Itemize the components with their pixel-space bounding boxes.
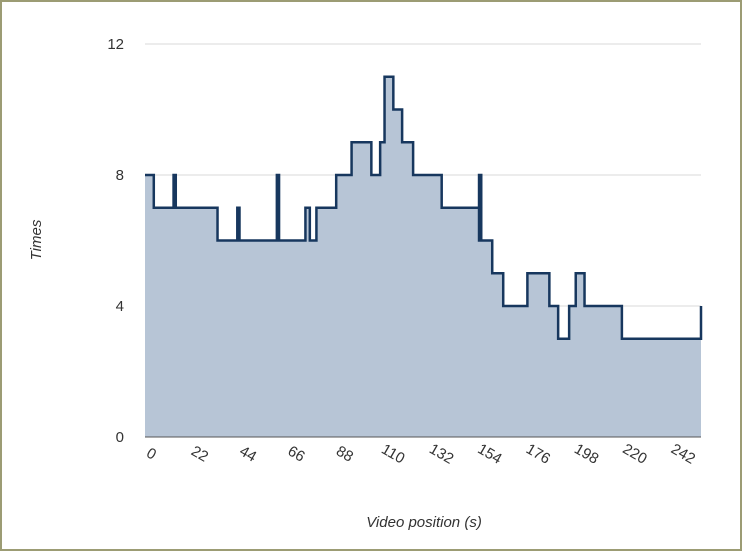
y-axis-ticks: 0 4 8 12 bbox=[107, 36, 124, 446]
x-tick-label: 0 bbox=[143, 445, 159, 464]
x-axis-ticks: 0 22 44 66 88 110 132 154 176 198 220 242 bbox=[143, 440, 698, 467]
x-tick-label: 132 bbox=[426, 440, 456, 467]
series-area bbox=[145, 77, 701, 437]
x-axis-title: Video position (s) bbox=[366, 514, 482, 531]
x-tick-label: 22 bbox=[188, 443, 211, 466]
x-tick-label: 88 bbox=[333, 443, 356, 466]
x-tick-label: 198 bbox=[571, 440, 601, 467]
x-tick-label: 154 bbox=[475, 440, 505, 467]
y-axis-title: Times bbox=[28, 219, 45, 260]
x-tick-label: 44 bbox=[236, 443, 259, 466]
area-fill bbox=[145, 77, 701, 437]
y-tick-label: 0 bbox=[116, 429, 124, 446]
x-tick-label: 66 bbox=[285, 443, 308, 466]
y-tick-label: 12 bbox=[107, 36, 124, 53]
y-tick-label: 8 bbox=[116, 167, 124, 184]
x-tick-label: 110 bbox=[378, 441, 407, 468]
x-tick-label: 220 bbox=[620, 440, 650, 467]
x-tick-label: 176 bbox=[523, 440, 553, 467]
x-tick-label: 242 bbox=[668, 440, 698, 467]
y-tick-label: 4 bbox=[116, 298, 124, 315]
